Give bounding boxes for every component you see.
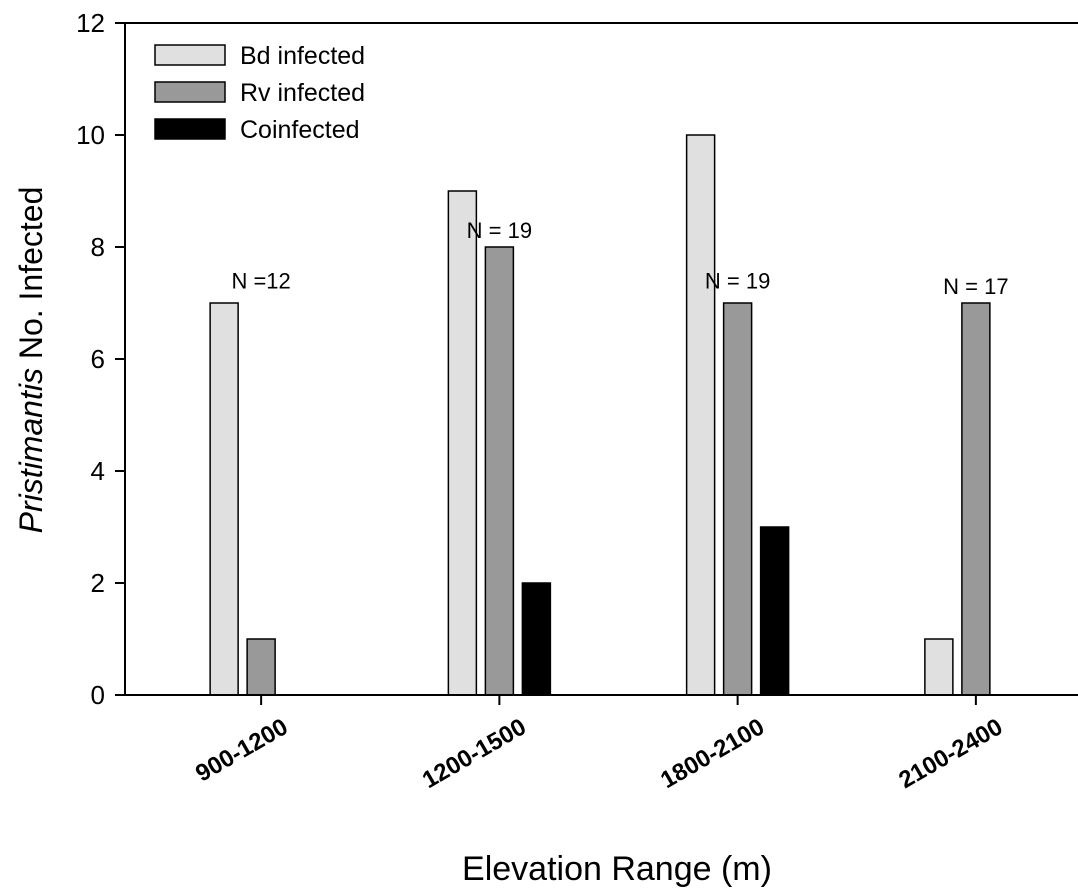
y-tick-label-3: 6	[91, 344, 105, 374]
x-tick-label-3: 2100-2400	[894, 713, 1007, 794]
legend-label-0: Bd infected	[240, 42, 365, 70]
bars-group	[209, 134, 991, 696]
y-tick-label-5: 10	[76, 120, 105, 150]
annotation-n-2: N = 19	[705, 269, 770, 294]
bar-rv-infected-1	[484, 246, 515, 696]
y-tick-label-4: 8	[91, 232, 105, 262]
legend-label-1: Rv infected	[240, 79, 365, 107]
bar-rv-infected-2	[722, 302, 753, 696]
y-tick-label-0: 0	[91, 680, 105, 710]
y-tick-label-6: 12	[76, 8, 105, 38]
y-axis-title-italic: Pristimantis	[13, 368, 49, 533]
y-axis-title: Pristimantis No. Infected	[13, 187, 49, 534]
y-tick-label-2: 4	[91, 456, 105, 486]
bar-coinfected-1	[521, 582, 552, 696]
legend: Bd infected Rv infected Coinfected	[154, 42, 365, 144]
annotations-group: N =12 N = 19 N = 19 N = 17	[231, 218, 1008, 299]
y-ticks-group: 0 2 4 6 8 10 12	[76, 8, 125, 710]
bar-bd-infected-3	[924, 638, 954, 696]
x-tick-label-1: 1200-1500	[418, 713, 531, 794]
bar-bd-infected-1	[447, 190, 478, 696]
legend-swatch-0	[154, 44, 226, 66]
y-axis-title-rest: No. Infected	[13, 187, 49, 368]
bar-rv-infected-0	[246, 638, 276, 696]
legend-label-2: Coinfected	[240, 116, 360, 144]
bar-rv-infected-3	[961, 302, 991, 696]
bar-bd-infected-2	[685, 134, 716, 696]
x-ticks-group: 900-1200 1200-1500 1800-2100 2100-2400	[191, 695, 1007, 794]
annotation-n-1: N = 19	[467, 218, 532, 243]
annotation-n-0: N =12	[231, 269, 290, 294]
legend-swatch-2	[154, 118, 226, 140]
bar-coinfected-2	[759, 526, 790, 696]
bar-bd-infected-0	[209, 302, 239, 696]
legend-swatch-1	[154, 81, 226, 103]
x-axis-title: Elevation Range (m)	[462, 850, 772, 888]
x-tick-label-2: 1800-2100	[656, 713, 769, 794]
y-tick-label-1: 2	[91, 568, 105, 598]
annotation-n-3: N = 17	[943, 274, 1008, 299]
x-tick-label-0: 900-1200	[191, 713, 292, 787]
